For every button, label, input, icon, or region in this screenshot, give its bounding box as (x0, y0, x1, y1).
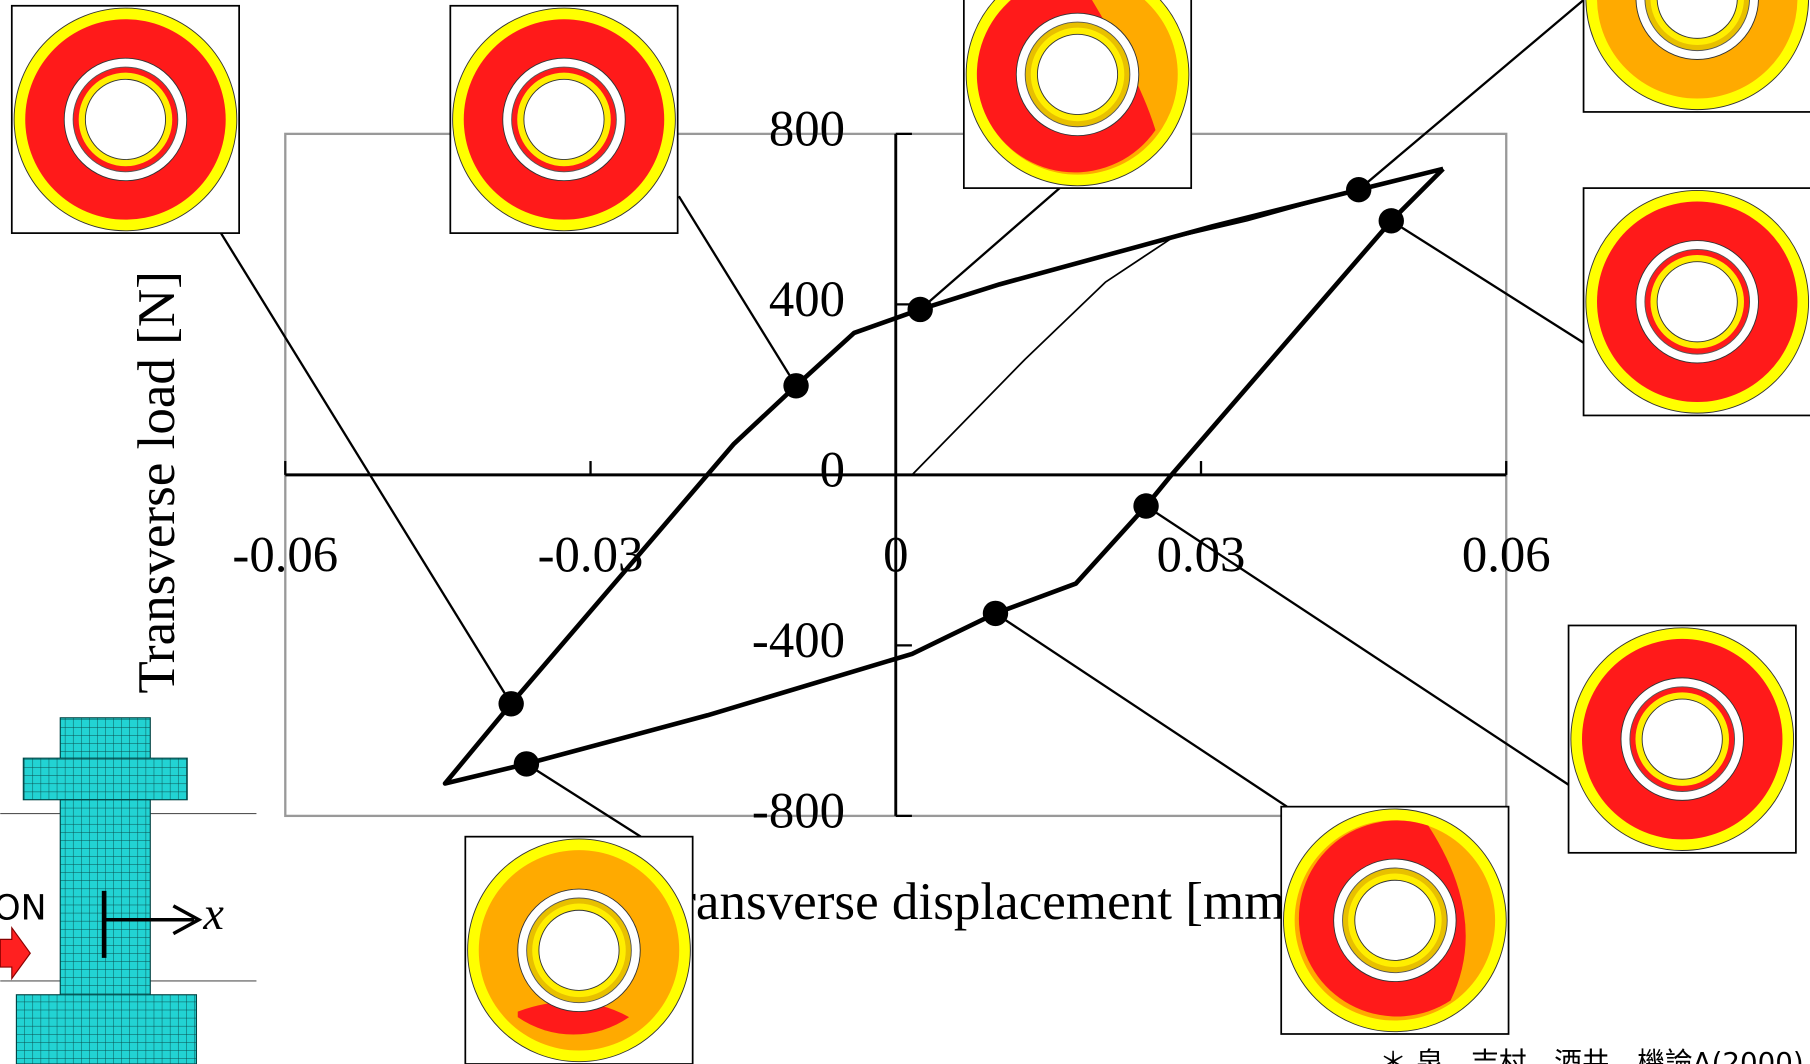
data-point (514, 751, 539, 776)
stress-inset (1584, 0, 1810, 112)
axis-symbol: x (202, 888, 224, 939)
leader-lines (220, 0, 1584, 837)
y-tick-label: 0 (820, 442, 845, 498)
stress-inset (450, 6, 677, 233)
page: {"chart_data": {"type": "line", "xlabel"… (0, 0, 1810, 1064)
y-tick-label: 400 (769, 271, 845, 327)
bolt-model: ON x (0, 718, 256, 1064)
ring-hole (85, 79, 165, 159)
stress-inset (12, 6, 239, 233)
x-axis-label: Transverse displacement [mm] (648, 873, 1303, 931)
bolt-nut (60, 718, 150, 760)
leader-line (220, 231, 512, 704)
chart: Transverse load [N] Transverse displacem… (0, 0, 1810, 1064)
y-tick-label: -800 (752, 783, 845, 839)
load-label: ON (0, 888, 46, 928)
bolt-head (16, 995, 196, 1064)
citation: ＊ 泉，吉村，酒井，機論A(2000) (1379, 1046, 1803, 1064)
x-tick-label: 0.03 (1157, 526, 1246, 582)
stress-inset (1569, 625, 1796, 852)
x-tick-label: 0 (883, 526, 908, 582)
bolt-washer (23, 758, 187, 800)
ring-hole (1642, 699, 1722, 779)
x-tick-label: -0.06 (232, 526, 338, 582)
ring-hole (539, 910, 619, 990)
y-axis-label: Transverse load [N] (128, 271, 186, 694)
ring-hole (1037, 34, 1117, 114)
ring-hole (1355, 880, 1435, 960)
stress-inset (964, 0, 1191, 188)
x-tick-label: -0.03 (538, 526, 644, 582)
leader-line (995, 613, 1286, 806)
ring-hole (524, 79, 604, 159)
leader-line (1391, 221, 1583, 343)
load-curve (912, 169, 1443, 475)
x-tick-label: 0.06 (1462, 526, 1551, 582)
y-tick-label: -400 (752, 612, 845, 668)
leader-line (920, 188, 1059, 309)
stress-inset (465, 837, 692, 1064)
leader-line (1359, 0, 1584, 190)
leader-line (526, 764, 640, 837)
curves: -0.06 -0.03 0 0.03 0.06 -800 -400 0 400 800 (232, 101, 1550, 839)
stress-inset (1281, 807, 1508, 1034)
stress-inset (1584, 188, 1810, 415)
y-tick-label: 800 (769, 101, 845, 157)
ring-hole (1657, 262, 1737, 342)
load-arrow (0, 928, 30, 979)
